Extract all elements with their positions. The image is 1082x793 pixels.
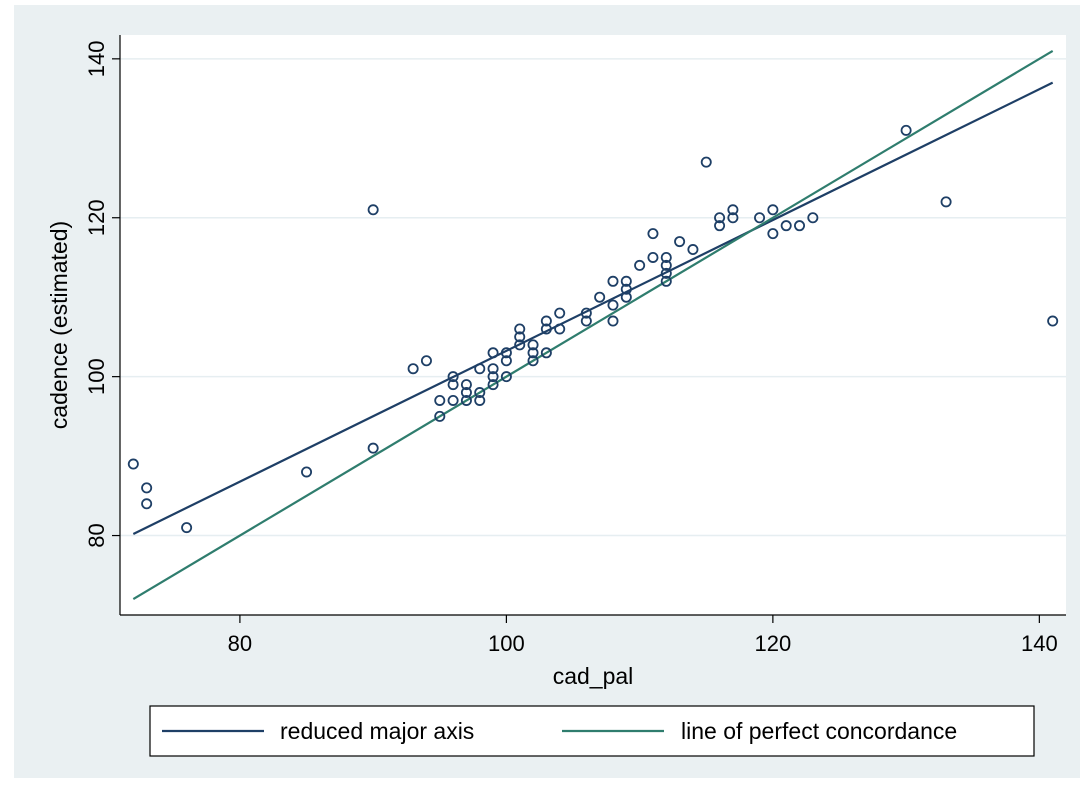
- data-point-52: [660, 267, 672, 279]
- data-point-6: [367, 442, 379, 454]
- data-point-9: [434, 394, 446, 406]
- data-point-69: [1047, 315, 1059, 327]
- data-point-3: [181, 522, 193, 534]
- data-point-24: [500, 347, 512, 359]
- y-tick-label-100: 100: [84, 358, 109, 395]
- data-point-40: [594, 291, 606, 303]
- data-point-22: [487, 371, 499, 383]
- data-point-49: [647, 251, 659, 263]
- data-point-57: [714, 212, 726, 224]
- data-point-28: [514, 331, 526, 343]
- data-point-45: [620, 283, 632, 295]
- x-tick-label-120: 120: [755, 631, 792, 656]
- data-point-26: [500, 371, 512, 383]
- data-point-67: [900, 124, 912, 136]
- data-point-19: [474, 394, 486, 406]
- legend-label-rma: reduced major axis: [280, 718, 474, 744]
- axes: [119, 35, 1066, 616]
- data-point-10: [434, 410, 446, 422]
- data-point-23: [487, 379, 499, 391]
- y-tick-label-120: 120: [84, 199, 109, 236]
- y-ticks: 80 100 120 140: [84, 40, 120, 548]
- data-point-62: [767, 204, 779, 216]
- data-point-61: [754, 212, 766, 224]
- y-axis-label: cadence (estimated): [46, 221, 72, 429]
- data-point-17: [474, 363, 486, 375]
- legend: reduced major axis line of perfect conco…: [149, 705, 1035, 757]
- legend-label-concordance: line of perfect concordance: [681, 718, 957, 744]
- data-point-41: [607, 275, 619, 287]
- data-point-0: [127, 458, 139, 470]
- data-point-42: [607, 299, 619, 311]
- data-point-50: [660, 251, 672, 263]
- data-point-65: [794, 220, 806, 232]
- data-point-1: [141, 482, 153, 494]
- data-point-58: [714, 220, 726, 232]
- grid-lines: [120, 58, 1066, 537]
- data-point-68: [940, 196, 952, 208]
- fit-lines: [132, 49, 1054, 601]
- data-point-13: [447, 394, 459, 406]
- fit-line-0: [132, 81, 1054, 535]
- data-point-27: [514, 323, 526, 335]
- data-point-7: [407, 363, 419, 375]
- data-point-55: [687, 244, 699, 256]
- data-point-38: [580, 307, 592, 319]
- data-point-60: [727, 212, 739, 224]
- data-point-37: [554, 323, 566, 335]
- data-point-20: [487, 347, 499, 359]
- data-point-29: [514, 339, 526, 351]
- data-point-56: [700, 156, 712, 168]
- data-point-59: [727, 204, 739, 216]
- data-point-64: [780, 220, 792, 232]
- data-point-21: [487, 363, 499, 375]
- data-point-5: [367, 204, 379, 216]
- data-point-15: [460, 387, 472, 399]
- data-point-33: [540, 315, 552, 327]
- data-point-18: [474, 387, 486, 399]
- y-tick-label-140: 140: [84, 40, 109, 77]
- y-tick-label-80: 80: [84, 523, 109, 547]
- data-point-14: [460, 379, 472, 391]
- data-point-53: [660, 275, 672, 287]
- x-tick-label-100: 100: [488, 631, 525, 656]
- data-point-39: [580, 315, 592, 327]
- data-point-4: [301, 466, 313, 478]
- data-point-12: [447, 379, 459, 391]
- data-point-51: [660, 259, 672, 271]
- data-point-31: [527, 347, 539, 359]
- data-point-2: [141, 498, 153, 510]
- data-point-32: [527, 355, 539, 367]
- x-axis-label: cad_pal: [553, 663, 634, 689]
- data-point-11: [447, 371, 459, 383]
- data-points: [127, 124, 1059, 534]
- data-point-36: [554, 307, 566, 319]
- data-point-54: [674, 236, 686, 248]
- data-point-66: [807, 212, 819, 224]
- data-point-63: [767, 228, 779, 240]
- x-ticks: 80 100 120 140: [228, 615, 1058, 656]
- fit-line-1: [132, 49, 1054, 601]
- x-tick-label-80: 80: [228, 631, 252, 656]
- data-point-46: [620, 291, 632, 303]
- data-point-25: [500, 355, 512, 367]
- data-point-44: [620, 275, 632, 287]
- x-tick-label-140: 140: [1021, 631, 1058, 656]
- data-point-48: [647, 228, 659, 240]
- data-point-47: [634, 259, 646, 271]
- data-point-34: [540, 323, 552, 335]
- data-point-35: [540, 347, 552, 359]
- data-point-16: [460, 394, 472, 406]
- data-point-30: [527, 339, 539, 351]
- data-point-43: [607, 315, 619, 327]
- data-point-8: [420, 355, 432, 367]
